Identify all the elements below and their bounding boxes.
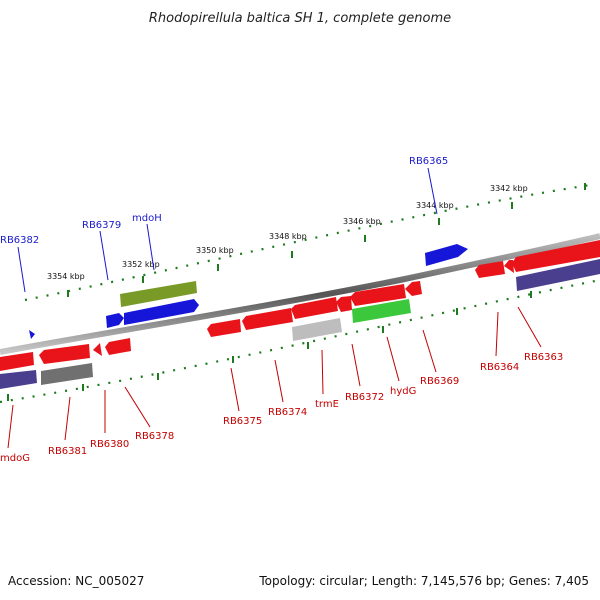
ruler-label: 3348 kbp xyxy=(269,232,307,241)
forward-genes xyxy=(29,244,468,339)
gene-arrow-rb6380[interactable] xyxy=(93,343,102,356)
ruler-label: 3350 kbp xyxy=(196,246,234,255)
gene-label-rb6382[interactable]: RB6382 xyxy=(0,235,39,246)
gene-arrow-olive[interactable] xyxy=(120,281,197,307)
gene-label-rb6381[interactable]: RB6381 xyxy=(48,446,87,457)
gene-arrow-rb6364b[interactable] xyxy=(504,260,514,273)
gene-arrow-rb6373[interactable] xyxy=(291,297,338,319)
gene-arrow-rb6374[interactable] xyxy=(242,308,293,330)
ruler-label: 3352 kbp xyxy=(122,260,160,269)
gene-label-rb6365[interactable]: RB6365 xyxy=(409,156,448,167)
gene-arrow-rb6381[interactable] xyxy=(39,344,90,364)
gene-label-mdog[interactable]: mdoG xyxy=(0,453,30,464)
gene-label-rb6369[interactable]: RB6369 xyxy=(420,376,459,387)
gene-arrow-mdog[interactable] xyxy=(0,352,34,371)
gene-arrow-purple-left[interactable] xyxy=(0,370,37,389)
gene-arrow-mdoh[interactable] xyxy=(124,299,199,325)
gene-arrow-hydg[interactable] xyxy=(352,299,411,323)
gene-arrow-rb6371[interactable] xyxy=(350,284,406,306)
ruler-label: 3346 kbp xyxy=(343,217,381,226)
label-leaders xyxy=(7,167,542,449)
gene-label-rb6379[interactable]: RB6379 xyxy=(82,220,121,231)
gene-arrow-rb6363[interactable] xyxy=(512,240,600,272)
genome-title: Rhodopirellula baltica SH 1, complete ge… xyxy=(149,11,451,26)
gene-label-rb6372[interactable]: RB6372 xyxy=(345,392,384,403)
gene-label-rb6375[interactable]: RB6375 xyxy=(223,416,262,427)
gene-arrow-rb6379[interactable] xyxy=(106,313,124,328)
reverse-genes xyxy=(0,240,600,389)
gene-label-mdoh[interactable]: mdoH xyxy=(132,213,162,224)
gene-arrow-gray[interactable] xyxy=(41,363,93,385)
gene-arrow-trme[interactable] xyxy=(292,318,342,341)
gene-label-trme[interactable]: trmE xyxy=(315,399,339,410)
ruler-label: 3342 kbp xyxy=(490,184,528,193)
gene-arrow-rb6369[interactable] xyxy=(405,281,422,296)
gene-label-rb6380[interactable]: RB6380 xyxy=(90,439,129,450)
gene-label-rb6378[interactable]: RB6378 xyxy=(135,431,174,442)
accession-text: Accession: NC_005027 xyxy=(8,574,145,588)
gene-arrow-rb6372[interactable] xyxy=(336,296,352,312)
gene-label-rb6374[interactable]: RB6374 xyxy=(268,407,307,418)
gene-arrow-rb6375[interactable] xyxy=(207,319,241,337)
gene-arrow-rb6365[interactable] xyxy=(425,244,468,266)
gene-arrow-purple-right[interactable] xyxy=(516,259,600,291)
gene-arrow-rb6378[interactable] xyxy=(105,338,131,355)
gene-label-rb6364[interactable]: RB6364 xyxy=(480,362,519,373)
genome-summary-text: Topology: circular; Length: 7,145,576 bp… xyxy=(259,574,589,588)
ruler-forward xyxy=(24,183,591,302)
gene-label-rb6363[interactable]: RB6363 xyxy=(524,352,563,363)
ruler-major-ticks xyxy=(7,183,586,401)
gene-arrow-rb6382[interactable] xyxy=(29,330,35,339)
ruler-label: 3354 kbp xyxy=(47,272,85,281)
gene-arrow-rb6364[interactable] xyxy=(475,261,505,278)
genome-backbone xyxy=(0,233,600,355)
gene-label-hydg[interactable]: hydG xyxy=(390,386,416,397)
